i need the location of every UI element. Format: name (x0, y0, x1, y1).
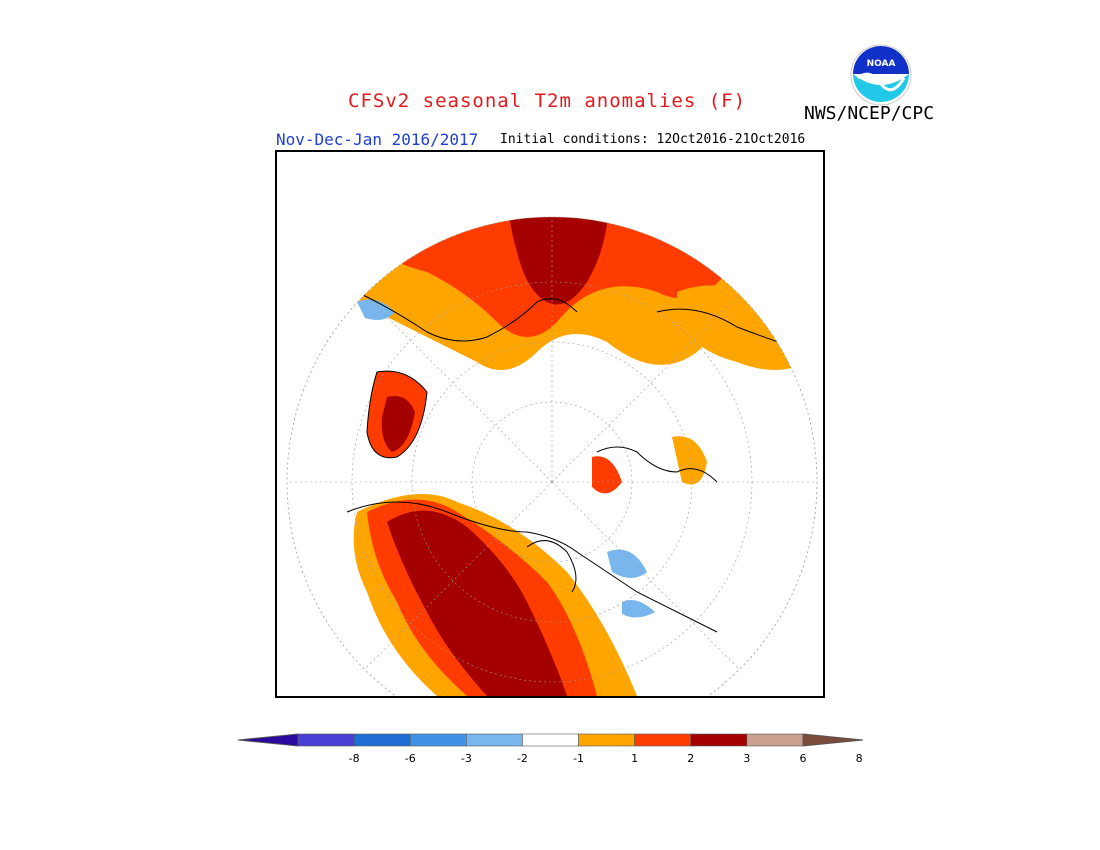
colorbar-cell (297, 733, 355, 747)
logo-text: NOAA (867, 59, 896, 69)
colorbar-cell (578, 733, 635, 747)
polar-map (286, 216, 818, 748)
graticule-lines (287, 217, 817, 683)
anomaly-region (672, 436, 707, 485)
colorbar-cell (238, 733, 299, 747)
anomaly-region (508, 217, 610, 305)
anomaly-region (387, 510, 567, 696)
anomaly-region (592, 456, 622, 494)
colorbar-cell (802, 733, 863, 747)
map-title: CFSv2 seasonal T2m anomalies (F) (348, 90, 747, 112)
colorbar-cell (409, 733, 467, 747)
colorbar-cell (353, 733, 411, 747)
colorbar-tick-label: 1 (631, 752, 638, 765)
colorbar-tick-label: -1 (573, 752, 584, 765)
colorbar-cell (634, 733, 692, 747)
colorbar-cell (746, 733, 804, 747)
noaa-logo-icon: NOAA (850, 44, 912, 106)
colorbar-tick-label: -6 (405, 752, 416, 765)
anomaly-region (607, 549, 647, 578)
colorbar-tick-label: 3 (743, 752, 750, 765)
period-label: Nov-Dec-Jan 2016/2017 (276, 130, 479, 149)
colorbar-tick-label: -2 (517, 752, 528, 765)
colorbar-cell (466, 733, 523, 747)
colorbar-tick-label: 2 (687, 752, 694, 765)
colorbar-tick-label: -3 (461, 752, 472, 765)
map-frame (275, 150, 825, 748)
colorbar: -8 -6 -3 -2 -1 1 2 3 6 8 (238, 733, 863, 765)
anomaly-region (622, 599, 655, 618)
colorbar-tick-label: 8 (856, 752, 863, 765)
colorbar-tick-label: -8 (349, 752, 360, 765)
colorbar-cell (690, 733, 748, 747)
anomaly-region (381, 396, 415, 452)
anomaly-region (357, 299, 395, 320)
colorbar-tick-label: 6 (800, 752, 807, 765)
anomaly-region (677, 285, 817, 371)
initial-conditions-label: Initial conditions: 12Oct2016-21Oct2016 (500, 132, 806, 147)
colorbar-cell (522, 733, 579, 747)
agency-label: NWS/NCEP/CPC (804, 103, 935, 124)
